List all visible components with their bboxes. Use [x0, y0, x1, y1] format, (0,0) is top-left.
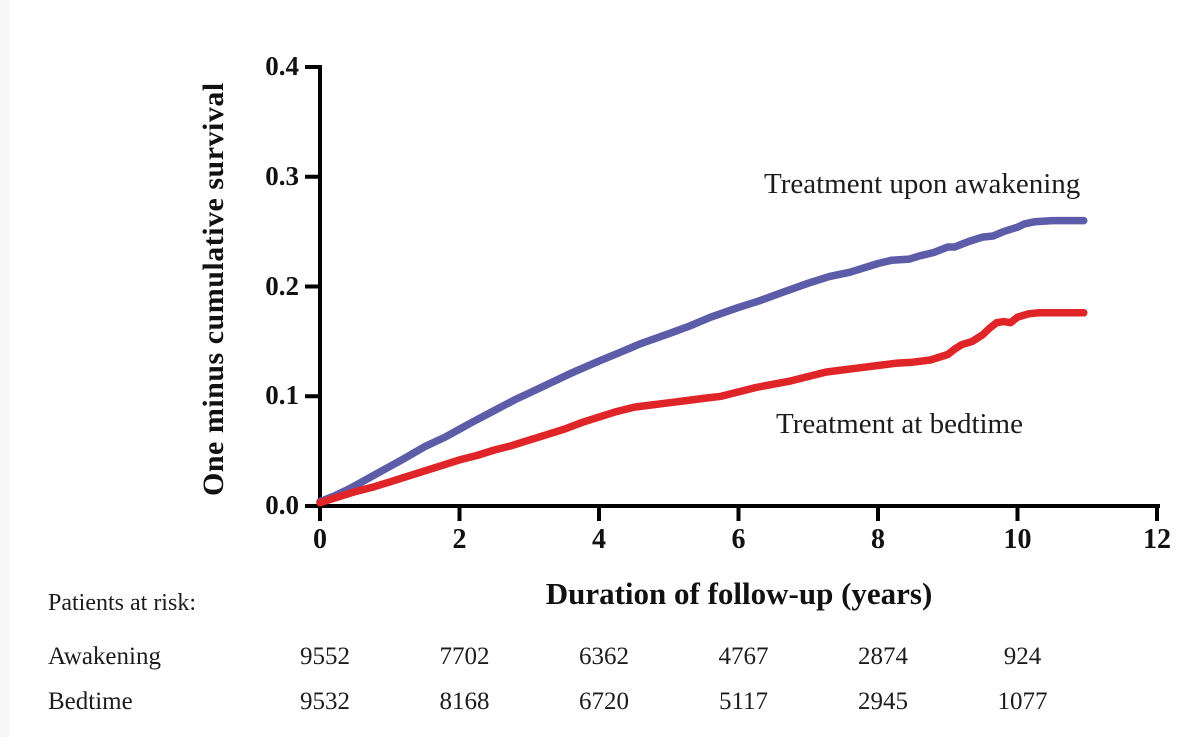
awakening-curve-label: Treatment upon awakening [764, 168, 1081, 200]
risk-value-awakening-yr6: 4767 [718, 643, 769, 670]
risk-value-awakening-yr2: 7702 [439, 643, 490, 670]
y-tick-label: 0.3 [265, 160, 299, 191]
x-tick-label: 2 [452, 524, 467, 555]
risk-value-awakening-yr8: 2874 [858, 643, 908, 670]
risk-row-label-awakening: Awakening [48, 643, 161, 670]
y-tick-label: 0.2 [265, 270, 299, 301]
x-tick-label: 6 [731, 524, 746, 555]
x-tick-label: 12 [1143, 524, 1171, 555]
risk-value-awakening-yr10: 924 [1003, 643, 1042, 670]
awakening-curve [316, 216, 1088, 506]
x-axis-title: Duration of follow-up (years) [545, 576, 933, 611]
risk-value-bedtime-yr10: 1077 [997, 688, 1048, 715]
x-tick-label: 0 [313, 524, 327, 555]
risk-value-bedtime-yr6: 5117 [718, 688, 769, 715]
y-tick-label: 0.1 [265, 380, 299, 411]
x-tick-label: 8 [871, 524, 885, 555]
risk-value-bedtime-yr4: 6720 [579, 688, 629, 715]
bedtime-curve-label: Treatment at bedtime [776, 408, 1023, 440]
y-tick-label: 0.4 [265, 50, 299, 81]
risk-value-bedtime-yr8: 2945 [858, 688, 908, 715]
y-axis-title: One minus cumulative survival [197, 82, 230, 496]
risk-row-label-bedtime: Bedtime [48, 688, 133, 715]
page-edge-strip [0, 0, 9, 737]
risk-value-bedtime-yr2: 8168 [439, 688, 490, 715]
x-tick-label: 10 [1003, 524, 1032, 555]
risk-value-awakening-yr0: 9552 [300, 643, 350, 670]
risk-value-awakening-yr4: 6362 [579, 643, 629, 670]
risk-value-bedtime-yr0: 9532 [300, 688, 350, 715]
y-tick-label: 0.0 [265, 489, 299, 520]
x-tick-label: 4 [592, 524, 606, 555]
patients-at-risk-header: Patients at risk: [48, 590, 196, 616]
bedtime-curve [316, 309, 1088, 507]
